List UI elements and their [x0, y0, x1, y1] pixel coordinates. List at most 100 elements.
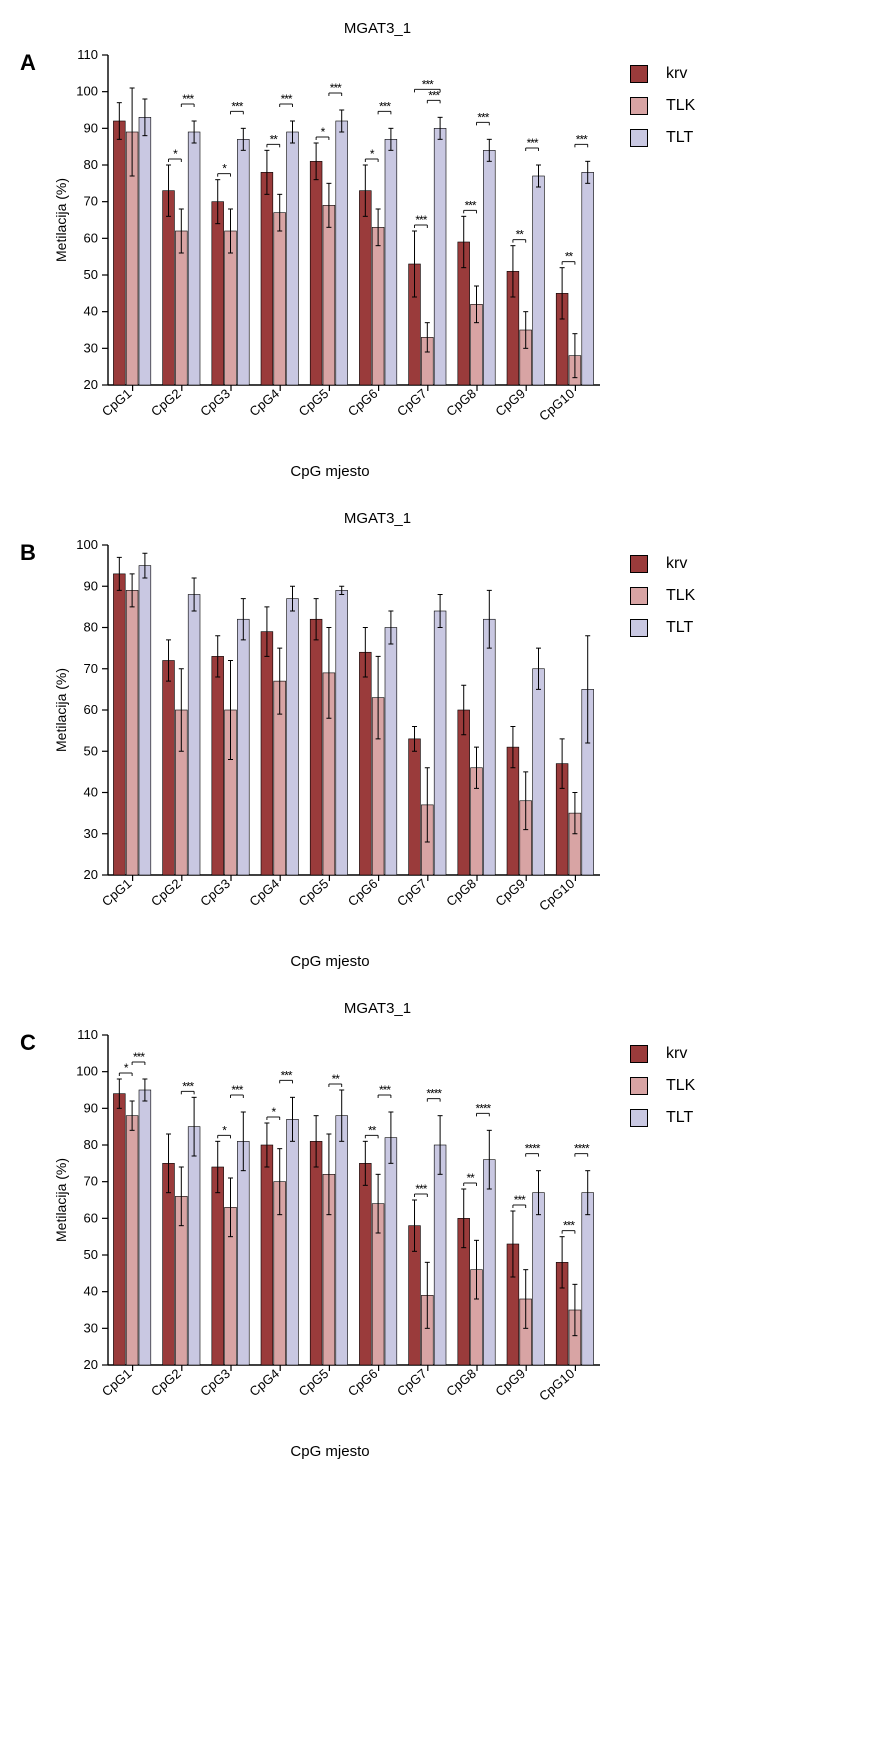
- legend-item: TLT: [630, 1109, 695, 1127]
- svg-text:CpG8: CpG8: [443, 386, 479, 419]
- svg-text:CpG5: CpG5: [296, 1366, 332, 1399]
- svg-text:60: 60: [84, 702, 98, 717]
- svg-text:40: 40: [84, 785, 98, 800]
- svg-text:90: 90: [84, 120, 98, 135]
- svg-text:90: 90: [84, 1100, 98, 1115]
- svg-text:***: ***: [133, 1050, 145, 1064]
- legend-label: TLT: [666, 129, 693, 147]
- svg-text:60: 60: [84, 230, 98, 245]
- legend-label: TLK: [666, 97, 695, 115]
- svg-text:***: ***: [231, 1083, 243, 1097]
- svg-text:CpG5: CpG5: [296, 876, 332, 909]
- svg-text:CpG6: CpG6: [345, 386, 381, 419]
- legend-swatch: [630, 555, 648, 573]
- svg-text:50: 50: [84, 743, 98, 758]
- svg-text:110: 110: [77, 47, 98, 62]
- svg-text:70: 70: [84, 1174, 98, 1189]
- svg-text:CpG9: CpG9: [492, 1366, 528, 1399]
- svg-text:***: ***: [281, 92, 293, 106]
- chart-plot: 2030405060708090100110Metilacija (%)CpG1…: [50, 1025, 610, 1435]
- svg-text:CpG9: CpG9: [492, 876, 528, 909]
- svg-text:****: ****: [525, 1142, 541, 1156]
- legend-item: krv: [630, 555, 695, 573]
- svg-text:80: 80: [84, 157, 98, 172]
- svg-text:50: 50: [84, 1247, 98, 1262]
- legend-item: krv: [630, 1045, 695, 1063]
- svg-text:***: ***: [415, 1182, 427, 1196]
- chart-plot: 2030405060708090100Metilacija (%)CpG1CpG…: [50, 535, 610, 945]
- svg-text:50: 50: [84, 267, 98, 282]
- svg-text:***: ***: [231, 99, 243, 113]
- svg-text:***: ***: [422, 77, 434, 91]
- legend-swatch: [630, 1109, 648, 1127]
- svg-text:CpG3: CpG3: [197, 1366, 233, 1399]
- svg-text:40: 40: [84, 304, 98, 319]
- legend-label: krv: [666, 555, 687, 573]
- svg-text:100: 100: [76, 1064, 98, 1079]
- svg-text:30: 30: [84, 1320, 98, 1335]
- panel-letter: C: [20, 1025, 50, 1056]
- legend-label: krv: [666, 1045, 687, 1063]
- svg-text:Metilacija (%): Metilacija (%): [53, 668, 69, 752]
- svg-text:CpG10: CpG10: [536, 1366, 577, 1404]
- legend-item: TLT: [630, 129, 695, 147]
- svg-text:***: ***: [527, 136, 539, 150]
- svg-text:***: ***: [576, 132, 588, 146]
- svg-text:CpG6: CpG6: [345, 1366, 381, 1399]
- svg-text:CpG2: CpG2: [148, 386, 184, 419]
- panel-A: MGAT3_1A2030405060708090100110Metilacija…: [20, 20, 855, 480]
- svg-text:CpG5: CpG5: [296, 386, 332, 419]
- svg-text:70: 70: [84, 661, 98, 676]
- svg-text:60: 60: [84, 1210, 98, 1225]
- svg-text:CpG7: CpG7: [394, 1366, 430, 1399]
- legend-label: TLK: [666, 587, 695, 605]
- svg-text:***: ***: [182, 92, 194, 106]
- svg-text:20: 20: [84, 867, 98, 882]
- svg-text:100: 100: [76, 537, 98, 552]
- svg-text:CpG1: CpG1: [99, 386, 135, 419]
- legend-item: TLK: [630, 97, 695, 115]
- svg-text:100: 100: [76, 84, 98, 99]
- legend-swatch: [630, 65, 648, 83]
- legend-item: TLK: [630, 1077, 695, 1095]
- svg-text:70: 70: [84, 194, 98, 209]
- panel-letter: A: [20, 45, 50, 76]
- svg-text:90: 90: [84, 578, 98, 593]
- legend-item: TLK: [630, 587, 695, 605]
- legend: krvTLKTLT: [630, 535, 695, 651]
- legend-swatch: [630, 1045, 648, 1063]
- legend: krv TLK TLT: [630, 1025, 695, 1141]
- svg-text:110: 110: [77, 1027, 98, 1042]
- svg-text:CpG4: CpG4: [246, 1366, 282, 1399]
- legend-label: TLK: [666, 1077, 695, 1095]
- svg-text:20: 20: [84, 377, 98, 392]
- svg-text:CpG10: CpG10: [536, 386, 577, 424]
- legend: krv TLK TLT: [630, 45, 695, 161]
- svg-text:***: ***: [281, 1068, 293, 1082]
- svg-text:CpG1: CpG1: [99, 876, 135, 909]
- legend-swatch: [630, 129, 648, 147]
- svg-text:Metilacija (%): Metilacija (%): [53, 178, 69, 262]
- x-axis-label: CpG mjesto: [50, 953, 610, 970]
- svg-text:CpG7: CpG7: [394, 386, 430, 419]
- legend-label: krv: [666, 65, 687, 83]
- svg-text:CpG4: CpG4: [246, 876, 282, 909]
- svg-text:CpG3: CpG3: [197, 386, 233, 419]
- svg-text:CpG2: CpG2: [148, 1366, 184, 1399]
- legend-swatch: [630, 97, 648, 115]
- svg-text:***: ***: [415, 213, 427, 227]
- svg-text:80: 80: [84, 1137, 98, 1152]
- svg-text:CpG3: CpG3: [197, 876, 233, 909]
- svg-text:***: ***: [379, 1083, 391, 1097]
- svg-text:***: ***: [477, 110, 489, 124]
- legend-swatch: [630, 619, 648, 637]
- panel-B: MGAT3_1B2030405060708090100Metilacija (%…: [20, 510, 855, 970]
- svg-text:***: ***: [465, 198, 477, 212]
- svg-text:CpG9: CpG9: [492, 386, 528, 419]
- svg-text:CpG7: CpG7: [394, 876, 430, 909]
- svg-text:CpG4: CpG4: [246, 386, 282, 419]
- chart-title: MGAT3_1: [0, 20, 855, 37]
- svg-text:****: ****: [426, 1087, 442, 1101]
- legend-swatch: [630, 1077, 648, 1095]
- svg-text:CpG8: CpG8: [443, 876, 479, 909]
